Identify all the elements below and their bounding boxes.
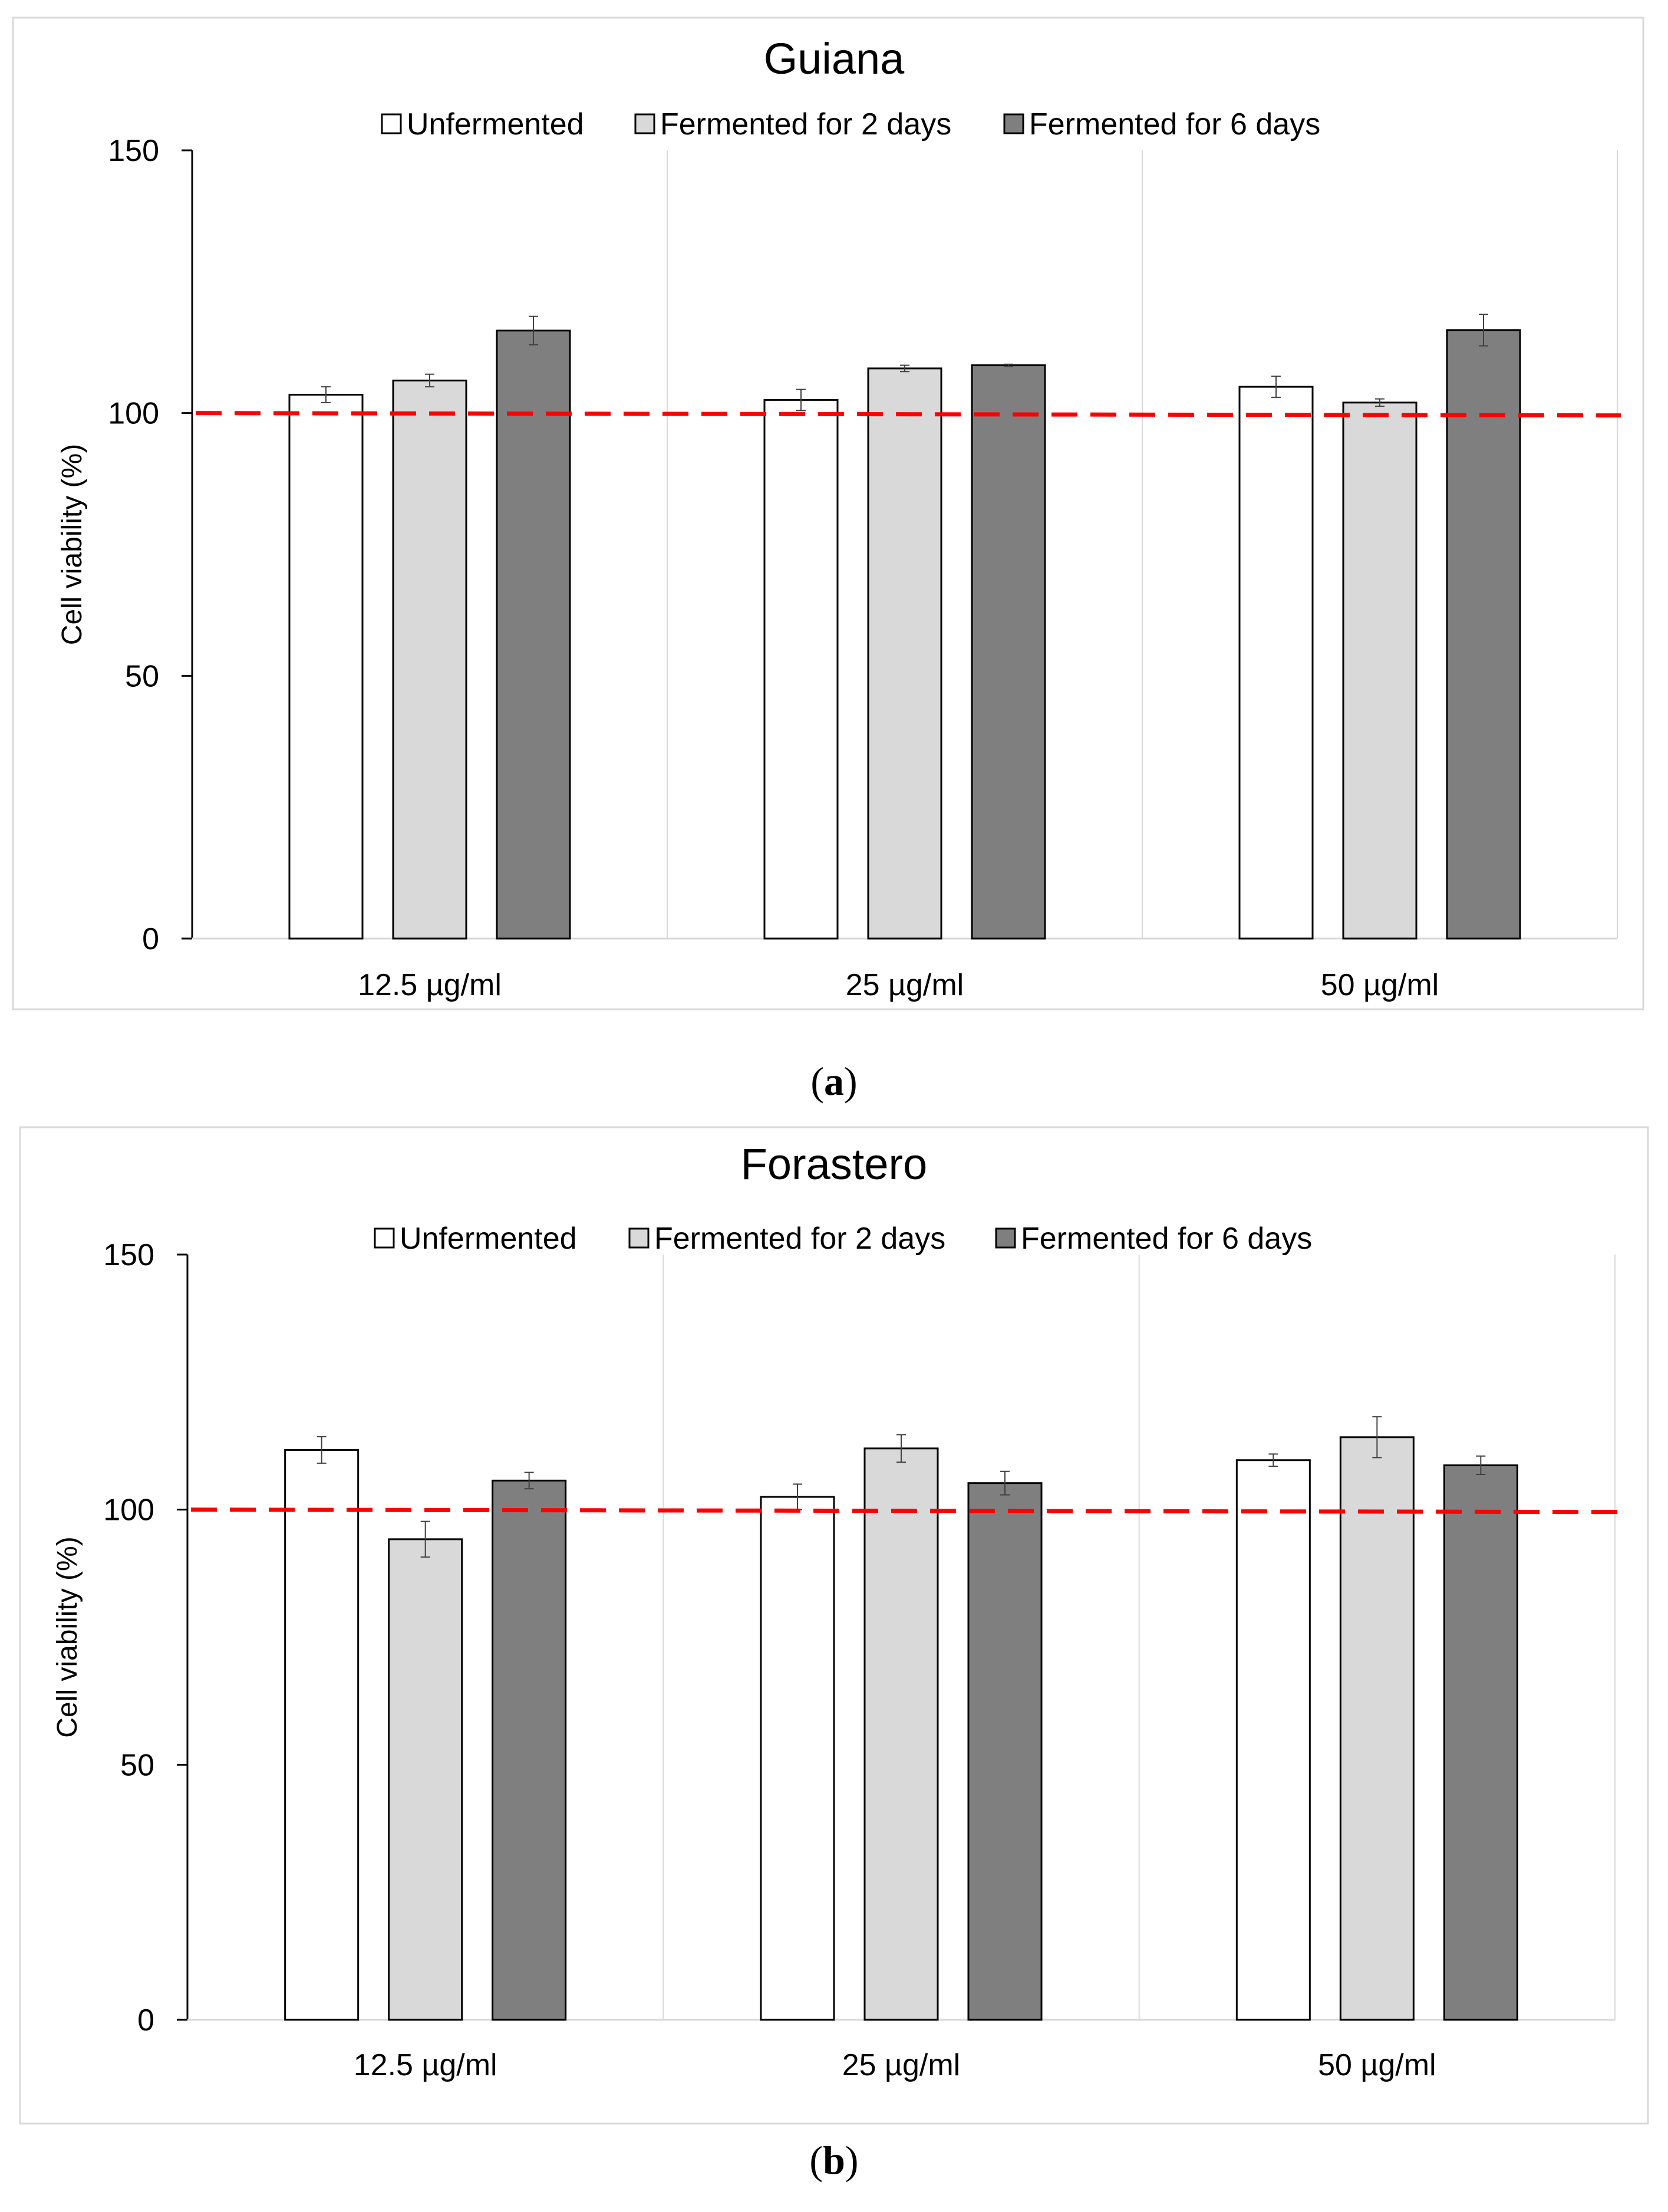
bar	[1238, 386, 1314, 940]
y-tick-label: 100	[103, 1493, 154, 1528]
y-tick-label: 50	[125, 659, 159, 693]
panel-caption-b: (b)	[809, 2138, 859, 2183]
panel-caption-a: (a)	[810, 1059, 858, 1104]
bar	[971, 364, 1046, 940]
bar	[392, 379, 467, 940]
bar	[1443, 1464, 1518, 2021]
legend-label: Fermented for 6 days	[1021, 1222, 1312, 1256]
bar	[863, 1447, 939, 2021]
bar	[1342, 401, 1418, 940]
chart-title: Forastero	[741, 1140, 928, 1189]
y-tick-label: 50	[120, 1748, 154, 1782]
y-tick-label: 0	[137, 2003, 154, 2037]
reference-line	[190, 1507, 1619, 1515]
legend-swatch	[374, 1227, 395, 1249]
legend-label: Unfermented	[400, 1222, 577, 1256]
chart-forastero: Forastero 0 50 100 150 Cell viability (%) 12.5…	[19, 1126, 1649, 2125]
y-tick-label: 100	[108, 397, 159, 431]
bar	[1235, 1459, 1311, 2021]
legend-label: Fermented for 6 days	[1029, 107, 1320, 141]
bar	[492, 1479, 567, 2021]
legend-label: Unfermented	[407, 107, 584, 141]
y-tick-label: 150	[103, 1238, 154, 1272]
bar	[760, 1496, 835, 2021]
legend-label: Fermented for 2 days	[660, 107, 951, 141]
x-tick-label: 25 µg/ml	[846, 968, 964, 1002]
chart-title: Guiana	[764, 34, 905, 83]
bar	[1339, 1436, 1415, 2021]
x-tick-label: 12.5 µg/ml	[358, 968, 502, 1002]
bar	[763, 399, 839, 940]
chart-panel-b: Forastero 0 50 100 150 Cell viability (%) 12.5…	[0, 1120, 1668, 2212]
legend-swatch	[1003, 113, 1024, 134]
reference-line	[195, 411, 1621, 418]
y-axis-title: Cell viability (%)	[57, 444, 88, 645]
legend-swatch	[995, 1227, 1016, 1249]
chart-guiana: Guiana 0 50 100 150 Cell viability (%) 12.5 µg…	[12, 17, 1644, 1010]
x-tick-label: 25 µg/ml	[842, 2048, 960, 2082]
x-tick-label: 12.5 µg/ml	[354, 2048, 497, 2082]
legend-swatch	[634, 113, 655, 134]
x-tick-label: 50 µg/ml	[1318, 2048, 1436, 2082]
bar	[288, 393, 364, 940]
bar	[1446, 329, 1521, 940]
bar	[967, 1482, 1043, 2021]
legend-label: Fermented for 2 days	[654, 1222, 945, 1256]
chart-panel-a: Guiana 0 50 100 150 Cell viability (%) 12.5 µg…	[12, 17, 1644, 1104]
bar	[496, 330, 571, 940]
y-tick-label: 0	[142, 922, 159, 956]
y-axis-title: Cell viability (%)	[52, 1536, 83, 1737]
x-tick-label: 50 µg/ml	[1321, 968, 1439, 1002]
legend-swatch	[628, 1227, 650, 1249]
bar	[388, 1538, 463, 2021]
bar	[867, 367, 942, 940]
bar	[284, 1449, 360, 2021]
legend-swatch	[381, 113, 402, 134]
y-tick-label: 150	[108, 134, 159, 168]
